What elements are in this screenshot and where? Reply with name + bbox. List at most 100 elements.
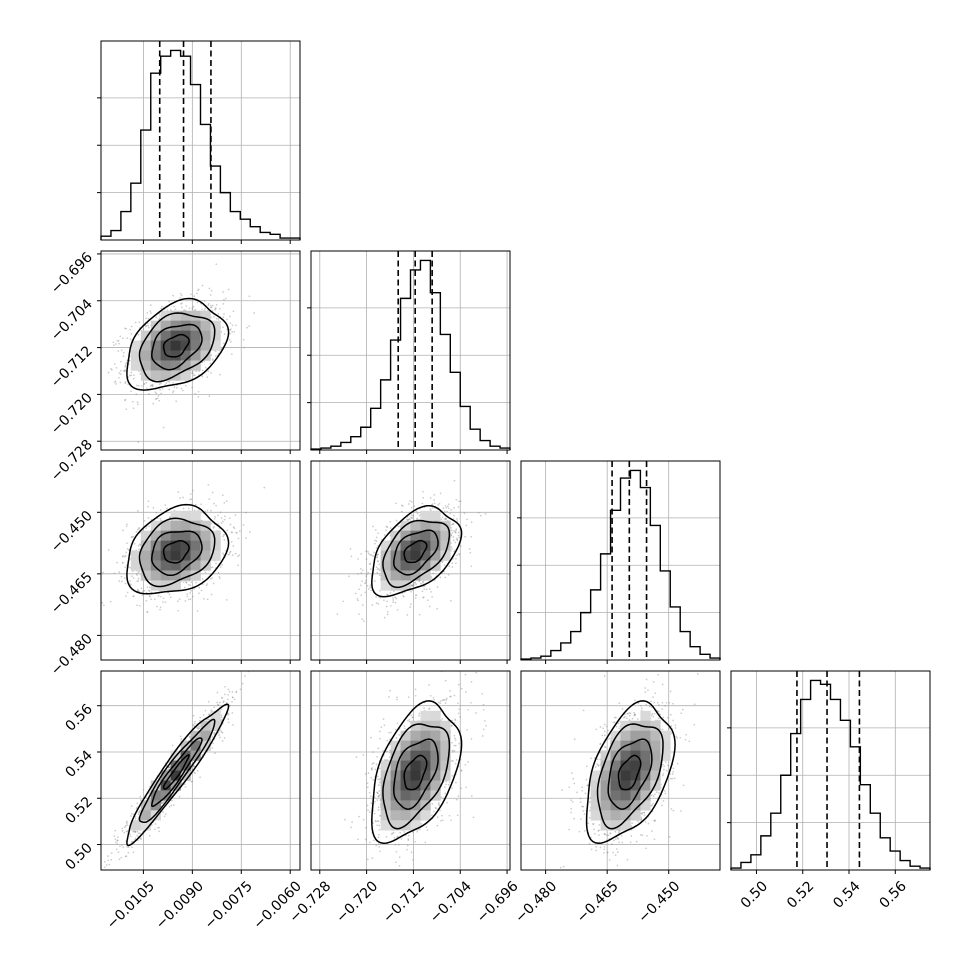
scatter-point — [237, 555, 239, 558]
scatter-point — [215, 504, 217, 507]
scatter-point — [136, 528, 139, 531]
density-cell — [180, 340, 191, 351]
density-panel-3-0 — [97, 670, 301, 874]
scatter-point — [407, 519, 409, 521]
scatter-point — [370, 568, 372, 570]
scatter-point — [136, 588, 139, 591]
scatter-point — [126, 337, 129, 340]
scatter-point — [173, 305, 175, 308]
scatter-point — [456, 518, 458, 520]
scatter-point — [423, 588, 426, 590]
scatter-point — [172, 382, 175, 384]
panel-frame-2-0 — [100, 460, 301, 661]
scatter-point — [152, 507, 155, 509]
scatter-point — [360, 572, 363, 574]
scatter-point — [145, 324, 148, 327]
scatter-point — [125, 551, 128, 554]
density-cell — [390, 560, 401, 571]
scatter-point — [450, 534, 453, 537]
density-cell — [190, 340, 201, 351]
density-cell — [380, 560, 391, 571]
scatter-point — [182, 507, 185, 510]
density-cell — [150, 340, 161, 351]
scatter-point — [133, 374, 135, 377]
scatter-point — [204, 307, 206, 310]
density-cell — [150, 550, 161, 561]
scatter-point — [204, 571, 207, 574]
scatter-point — [230, 531, 233, 533]
scatter-point — [127, 851, 130, 854]
scatter-point — [229, 523, 232, 526]
scatter-point — [182, 581, 185, 584]
scatter-point — [191, 386, 193, 389]
scatter-point — [205, 584, 208, 587]
scatter-point — [131, 536, 133, 538]
scatter-point — [377, 603, 380, 605]
scatter-point — [189, 592, 192, 594]
scatter-point — [120, 349, 123, 352]
density-layer-3-0 — [103, 671, 250, 870]
scatter-point — [148, 590, 151, 592]
scatter-point — [191, 306, 194, 309]
scatter-point — [160, 392, 163, 395]
scatter-point — [215, 263, 218, 266]
scatter-point — [232, 310, 235, 313]
scatter-point — [197, 289, 199, 292]
scatter-point — [444, 504, 447, 507]
scatter-point — [107, 371, 110, 374]
scatter-point — [232, 545, 235, 547]
scatter-point — [365, 579, 367, 582]
scatter-point — [449, 512, 452, 515]
contour-2-0-2 — [138, 517, 216, 588]
scatter-point — [373, 551, 375, 554]
scatter-point — [132, 400, 134, 403]
density-cell — [390, 540, 401, 551]
scatter-point — [145, 381, 148, 384]
scatter-point — [188, 307, 191, 310]
scatter-point — [132, 830, 135, 833]
scatter-point — [206, 583, 209, 585]
scatter-point — [429, 508, 432, 510]
density-cell — [180, 510, 191, 521]
density-cell — [170, 310, 181, 321]
scatter-point — [453, 507, 455, 509]
scatter-point — [162, 426, 165, 429]
scatter-point — [168, 388, 171, 391]
scatter-point — [217, 318, 220, 320]
scatter-point — [222, 326, 224, 329]
scatter-point — [227, 694, 230, 696]
scatter-point — [194, 720, 196, 723]
scatter-point — [141, 594, 144, 596]
density-cell — [210, 340, 221, 351]
scatter-point — [119, 373, 122, 375]
scatter-point — [220, 331, 223, 333]
scatter-point — [389, 527, 392, 529]
density-cell — [190, 530, 201, 541]
scatter-point — [409, 606, 412, 608]
scatter-point — [124, 363, 127, 365]
scatter-point — [150, 824, 153, 826]
scatter-point — [411, 516, 414, 519]
scatter-point — [386, 593, 388, 596]
scatter-point — [201, 284, 204, 287]
scatter-point — [143, 589, 146, 592]
scatter-point — [386, 613, 389, 616]
density-cell — [400, 550, 411, 561]
scatter-point — [126, 822, 129, 825]
scatter-point — [365, 558, 368, 560]
density-cell — [200, 310, 211, 321]
scatter-point — [356, 597, 359, 600]
scatter-point — [223, 333, 226, 335]
scatter-point — [357, 599, 359, 602]
scatter-point — [169, 516, 171, 519]
scatter-point — [159, 314, 161, 317]
scatter-point — [210, 354, 213, 356]
scatter-point — [211, 358, 214, 361]
scatter-point — [115, 343, 117, 345]
scatter-point — [210, 289, 213, 292]
scatter-point — [170, 309, 172, 311]
scatter-point — [433, 499, 436, 501]
scatter-point — [373, 580, 376, 582]
scatter-point — [415, 583, 417, 586]
scatter-point — [451, 548, 453, 551]
